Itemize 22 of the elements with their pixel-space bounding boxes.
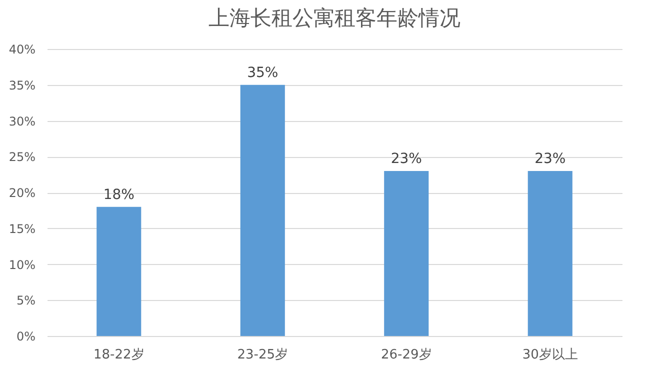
bar	[240, 84, 285, 336]
y-tick-label: 10%	[8, 258, 36, 272]
x-tick-label: 26-29岁	[380, 348, 432, 362]
y-tick-label: 40%	[8, 42, 36, 56]
y-tick-label: 30%	[8, 114, 36, 128]
x-tick-label: 23-25岁	[237, 348, 288, 362]
x-tick-label: 18-22岁	[93, 348, 144, 362]
x-tick-label: 30岁以上	[522, 348, 578, 362]
data-label: 35%	[247, 64, 278, 81]
chart-title: 上海长租公寓租客年龄情况	[208, 6, 460, 30]
data-label: 23%	[534, 150, 566, 167]
y-tick-label: 20%	[8, 186, 36, 200]
y-tick-label: 25%	[8, 150, 36, 164]
bar	[528, 170, 572, 336]
y-tick-label: 15%	[8, 222, 36, 236]
y-tick-label: 5%	[16, 294, 36, 308]
bar	[96, 206, 142, 336]
data-label: 23%	[390, 150, 422, 167]
data-label: 18%	[103, 186, 134, 203]
y-tick-label: 0%	[16, 330, 36, 344]
bar	[384, 170, 429, 336]
y-tick-label: 35%	[8, 78, 36, 92]
